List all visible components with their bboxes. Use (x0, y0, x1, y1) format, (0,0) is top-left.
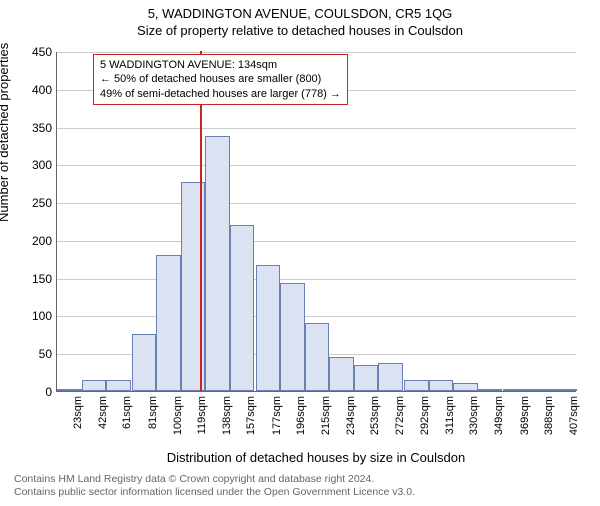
x-tick-label: 272sqm (394, 396, 406, 446)
histogram-bar (528, 389, 553, 391)
x-tick-label: 215sqm (320, 396, 332, 446)
x-tick-label: 369sqm (519, 396, 531, 446)
annotation-line: ← 50% of detached houses are smaller (80… (100, 72, 341, 86)
histogram-bar (478, 389, 503, 391)
footer-line: Contains public sector information licen… (14, 486, 415, 500)
histogram-bar (156, 255, 181, 391)
histogram-bar (453, 383, 478, 391)
histogram-bar (82, 380, 107, 391)
y-axis-label: Number of detached properties (0, 43, 11, 222)
histogram-bar (503, 389, 528, 391)
histogram-bar (205, 136, 230, 391)
grid-line (57, 128, 576, 129)
histogram-bar (404, 380, 429, 391)
x-tick-label: 42sqm (97, 396, 109, 446)
histogram-bar (354, 365, 379, 391)
x-tick-label: 138sqm (221, 396, 233, 446)
histogram-bar (132, 334, 157, 391)
grid-line (57, 165, 576, 166)
x-tick-label: 61sqm (121, 396, 133, 446)
histogram-bar (378, 363, 403, 391)
x-tick-label: 81sqm (147, 396, 159, 446)
x-tick-label: 311sqm (444, 396, 456, 446)
y-tick-label: 350 (12, 121, 52, 135)
annotation-box: 5 WADDINGTON AVENUE: 134sqm← 50% of deta… (93, 54, 348, 105)
histogram-bar (106, 380, 131, 391)
y-tick-label: 250 (12, 196, 52, 210)
footer-line: Contains HM Land Registry data © Crown c… (14, 473, 415, 487)
histogram-bar (256, 265, 281, 391)
x-tick-label: 157sqm (245, 396, 257, 446)
x-tick-label: 388sqm (543, 396, 555, 446)
x-tick-label: 196sqm (295, 396, 307, 446)
y-tick-label: 300 (12, 158, 52, 172)
grid-line (57, 316, 576, 317)
grid-line (57, 241, 576, 242)
histogram-chart: Number of detached properties 5 WADDINGT… (0, 44, 600, 456)
histogram-bar (429, 380, 454, 391)
grid-line (57, 203, 576, 204)
x-tick-label: 407sqm (568, 396, 580, 446)
y-tick-label: 0 (12, 385, 52, 399)
plot-area: 5 WADDINGTON AVENUE: 134sqm← 50% of deta… (56, 52, 576, 392)
y-tick-label: 150 (12, 272, 52, 286)
y-tick-label: 450 (12, 45, 52, 59)
x-tick-label: 330sqm (468, 396, 480, 446)
x-tick-label: 234sqm (345, 396, 357, 446)
histogram-bar (57, 389, 82, 391)
x-tick-label: 23sqm (72, 396, 84, 446)
grid-line (57, 52, 576, 53)
x-tick-label: 349sqm (493, 396, 505, 446)
histogram-bar (552, 389, 577, 391)
y-tick-label: 100 (12, 309, 52, 323)
page-subtitle: Size of property relative to detached ho… (0, 23, 600, 38)
attribution-footer: Contains HM Land Registry data © Crown c… (14, 473, 415, 500)
grid-line (57, 279, 576, 280)
x-tick-label: 177sqm (271, 396, 283, 446)
histogram-bar (305, 323, 330, 391)
annotation-line: 49% of semi-detached houses are larger (… (100, 87, 341, 101)
x-axis-label: Distribution of detached houses by size … (56, 450, 576, 465)
y-tick-label: 50 (12, 347, 52, 361)
y-tick-label: 200 (12, 234, 52, 248)
x-tick-label: 292sqm (419, 396, 431, 446)
histogram-bar (280, 283, 305, 391)
annotation-line: 5 WADDINGTON AVENUE: 134sqm (100, 58, 341, 72)
histogram-bar (230, 225, 255, 391)
histogram-bar (329, 357, 354, 391)
page-title: 5, WADDINGTON AVENUE, COULSDON, CR5 1QG (0, 6, 600, 21)
x-tick-label: 253sqm (369, 396, 381, 446)
x-tick-label: 100sqm (172, 396, 184, 446)
y-tick-label: 400 (12, 83, 52, 97)
x-tick-label: 119sqm (196, 396, 208, 446)
